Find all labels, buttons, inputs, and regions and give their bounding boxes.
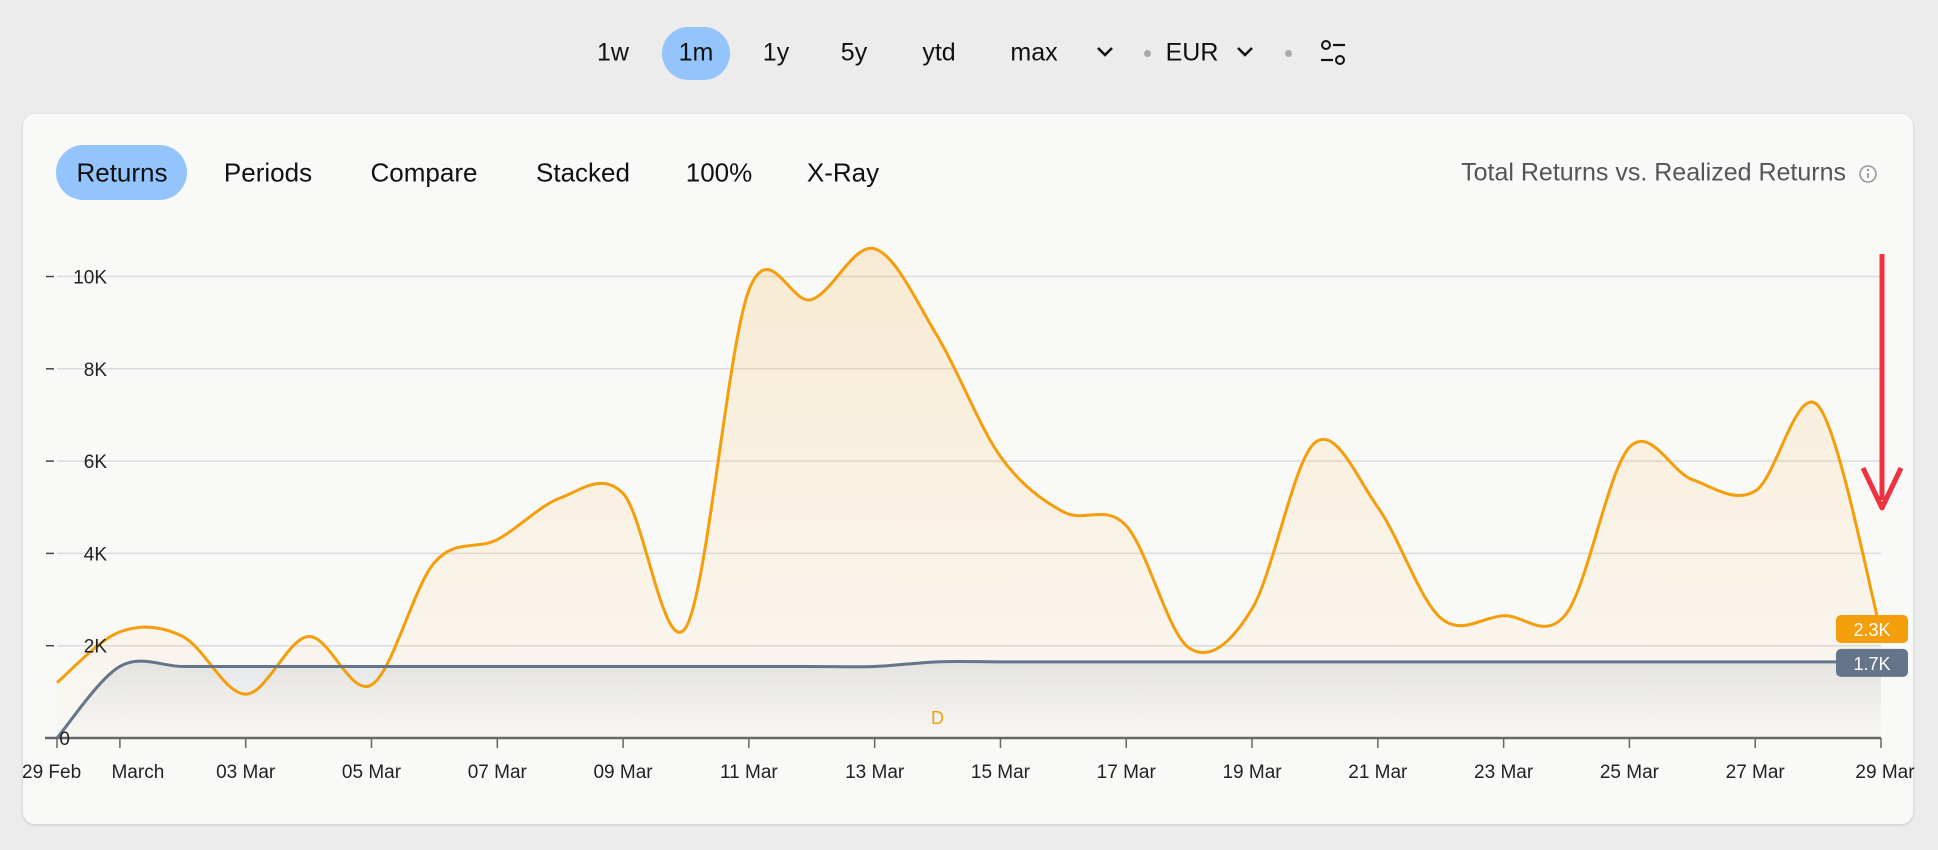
red-arrow-icon bbox=[1860, 466, 1904, 511]
range-1y-button[interactable]: 1y bbox=[762, 38, 790, 67]
total-returns-end-label: 2.3K bbox=[1853, 620, 1890, 640]
x-tick-label: 25 Mar bbox=[1600, 762, 1660, 783]
x-tick-label: 15 Mar bbox=[971, 762, 1031, 783]
active-range-pill bbox=[662, 27, 730, 80]
realized-returns-end-label: 1.7K bbox=[1853, 654, 1890, 674]
x-tick-label: 17 Mar bbox=[1097, 762, 1157, 783]
x-tick-label: March bbox=[111, 762, 164, 783]
range-1m-button[interactable]: 1m bbox=[678, 38, 714, 67]
x-tick-label: 11 Mar bbox=[720, 762, 778, 783]
tab-stacked[interactable]: Stacked bbox=[536, 157, 630, 188]
total-returns-line bbox=[56, 247, 1883, 696]
x-tick-label: 27 Mar bbox=[1726, 762, 1786, 783]
x-tick-label: 13 Mar bbox=[845, 762, 905, 783]
range-1w-button[interactable]: 1w bbox=[597, 38, 629, 67]
x-tick-label: 03 Mar bbox=[216, 762, 276, 783]
range-ytd-button[interactable]: ytd bbox=[922, 38, 956, 67]
tab-x-ray[interactable]: X-Ray bbox=[806, 157, 880, 188]
realized-returns-area bbox=[57, 661, 1881, 738]
y-tick-label: 10K bbox=[73, 268, 107, 289]
tab-100-percent[interactable]: 100% bbox=[685, 157, 753, 188]
x-tick-label: 07 Mar bbox=[468, 762, 528, 783]
y-tick-label: 2K bbox=[84, 637, 108, 658]
y-tick-label: 0 bbox=[59, 729, 70, 750]
annotation-marker: D bbox=[931, 708, 944, 728]
x-tick-label: 29 Mar bbox=[1855, 762, 1915, 783]
info-icon[interactable] bbox=[1858, 164, 1878, 184]
total-returns-area bbox=[57, 248, 1881, 739]
chart-title: Total Returns vs. Realized Returns bbox=[1461, 158, 1846, 187]
x-tick-label: 05 Mar bbox=[342, 762, 402, 783]
y-tick-label: 4K bbox=[84, 544, 108, 565]
separator-dot bbox=[1144, 50, 1151, 57]
tab-returns[interactable]: Returns bbox=[76, 157, 168, 188]
separator-dot bbox=[1285, 50, 1292, 57]
x-tick-label: 29 Feb bbox=[22, 762, 81, 783]
active-tab-pill bbox=[56, 145, 187, 200]
realized-returns-line bbox=[55, 659, 1881, 739]
y-tick-label: 8K bbox=[84, 360, 108, 381]
realized-returns-end-badge bbox=[1836, 648, 1908, 677]
range-max-button[interactable]: max bbox=[1010, 38, 1058, 67]
chevron-down-icon[interactable] bbox=[1235, 44, 1255, 60]
chevron-down-icon[interactable] bbox=[1095, 44, 1115, 60]
tab-periods[interactable]: Periods bbox=[223, 157, 313, 188]
range-5y-button[interactable]: 5y bbox=[840, 38, 868, 67]
currency-select[interactable]: EUR bbox=[1165, 38, 1219, 67]
x-tick-label: 21 Mar bbox=[1348, 762, 1408, 783]
total-returns-end-badge bbox=[1836, 615, 1908, 643]
x-tick-label: 23 Mar bbox=[1474, 762, 1534, 783]
x-tick-label: 19 Mar bbox=[1222, 762, 1282, 783]
x-tick-label: 09 Mar bbox=[593, 762, 653, 783]
sliders-icon[interactable] bbox=[1318, 38, 1348, 68]
tab-compare[interactable]: Compare bbox=[370, 157, 478, 188]
y-tick-label: 6K bbox=[84, 452, 108, 473]
